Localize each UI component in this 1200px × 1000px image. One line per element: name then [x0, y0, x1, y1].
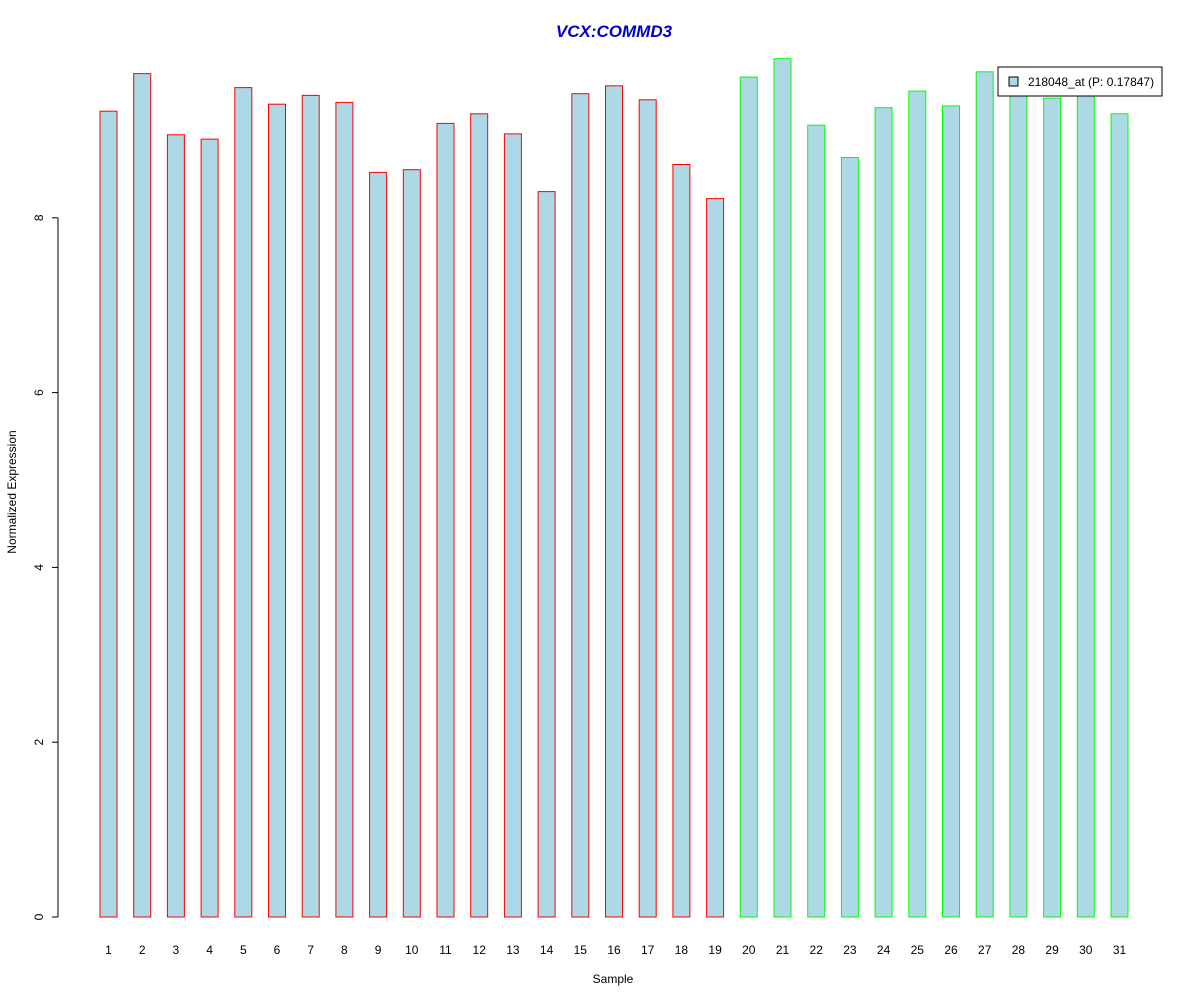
x-tick-label: 31 — [1113, 943, 1127, 957]
bar-sample-16 — [605, 85, 623, 918]
bar-sample-10 — [402, 169, 421, 918]
bar-sample-23 — [840, 157, 859, 918]
bar-sample-6 — [268, 103, 286, 918]
bar-sample-15 — [571, 93, 590, 918]
x-tick-label: 19 — [708, 943, 722, 957]
x-tick-label: 15 — [574, 943, 588, 957]
x-tick-label: 2 — [139, 943, 146, 957]
x-tick-label: 7 — [307, 943, 314, 957]
x-tick-label: 11 — [439, 943, 452, 957]
bar-sample-4 — [200, 138, 219, 918]
x-tick-label: 23 — [843, 943, 857, 957]
legend: 218048_at (P: 0.17847) — [997, 66, 1163, 97]
chart-title: VCX:COMMD3 — [556, 22, 673, 41]
bar-sample-17 — [638, 99, 657, 918]
x-tick-label: 4 — [206, 943, 213, 957]
y-tick-label: 0 — [32, 913, 46, 920]
x-tick-label: 14 — [540, 943, 554, 957]
x-tick-label: 22 — [810, 943, 824, 957]
y-tick-label: 8 — [32, 214, 46, 221]
x-tick-label: 8 — [341, 943, 348, 957]
bar-sample-5 — [234, 87, 253, 918]
bar-sample-31 — [1110, 113, 1129, 918]
bar-sample-26 — [942, 105, 960, 918]
x-tick-label: 29 — [1045, 943, 1059, 957]
bar-sample-19 — [706, 198, 725, 918]
x-axis-label: Sample — [593, 972, 634, 986]
x-tick-label: 6 — [274, 943, 281, 957]
x-tick-label: 26 — [944, 943, 958, 957]
x-tick-label: 1 — [105, 943, 112, 957]
y-axis-label: Normalized Expression — [5, 430, 19, 553]
y-axis: 0 2 4 6 8 — [32, 214, 59, 920]
bar-sample-7 — [301, 94, 320, 918]
bar-sample-3 — [166, 134, 185, 918]
legend-swatch — [1008, 76, 1019, 87]
bar-sample-18 — [672, 164, 691, 918]
bars — [99, 58, 1129, 918]
x-tick-label: 24 — [877, 943, 891, 957]
x-tick-label: 9 — [375, 943, 382, 957]
y-tick-label: 6 — [32, 389, 46, 396]
x-tick-labels: 1 2 3 4 5 6 7 8 9 10 11 12 13 14 15 16 17 18 19 20 21 22 23 24 2… — [105, 943, 1126, 957]
x-tick-label: 21 — [776, 943, 790, 957]
x-tick-label: 17 — [641, 943, 655, 957]
legend-box — [997, 66, 1163, 97]
bar-sample-30 — [1076, 90, 1095, 918]
legend-label: 218048_at (P: 0.17847) — [1028, 75, 1154, 89]
x-tick-label: 20 — [742, 943, 756, 957]
bar-sample-21 — [773, 58, 792, 918]
x-tick-label: 18 — [675, 943, 689, 957]
bar-sample-2 — [133, 73, 152, 918]
bar-sample-8 — [335, 101, 354, 918]
x-tick-label: 27 — [978, 943, 992, 957]
bar-sample-13 — [503, 133, 522, 918]
y-tick-label: 2 — [32, 739, 46, 746]
x-tick-label: 16 — [607, 943, 621, 957]
y-tick-label: 4 — [32, 564, 46, 571]
bar-sample-11 — [436, 122, 455, 918]
x-tick-label: 5 — [240, 943, 247, 957]
bar-sample-14 — [537, 191, 556, 918]
bar-sample-28 — [1009, 94, 1028, 918]
bar-sample-22 — [807, 124, 826, 918]
bar-sample-12 — [470, 113, 489, 918]
bar-sample-27 — [975, 71, 994, 918]
x-tick-label: 30 — [1079, 943, 1093, 957]
bar-sample-24 — [874, 107, 893, 918]
bar-sample-25 — [908, 90, 927, 918]
x-tick-label: 25 — [911, 943, 925, 957]
bar-sample-9 — [369, 171, 388, 918]
bar-sample-1 — [99, 110, 118, 918]
bar-sample-20 — [739, 76, 758, 918]
x-tick-label: 13 — [506, 943, 520, 957]
x-tick-label: 3 — [173, 943, 180, 957]
x-tick-label: 12 — [473, 943, 487, 957]
x-tick-label: 10 — [405, 943, 419, 957]
bar-sample-29 — [1043, 97, 1062, 918]
x-tick-label: 28 — [1012, 943, 1026, 957]
